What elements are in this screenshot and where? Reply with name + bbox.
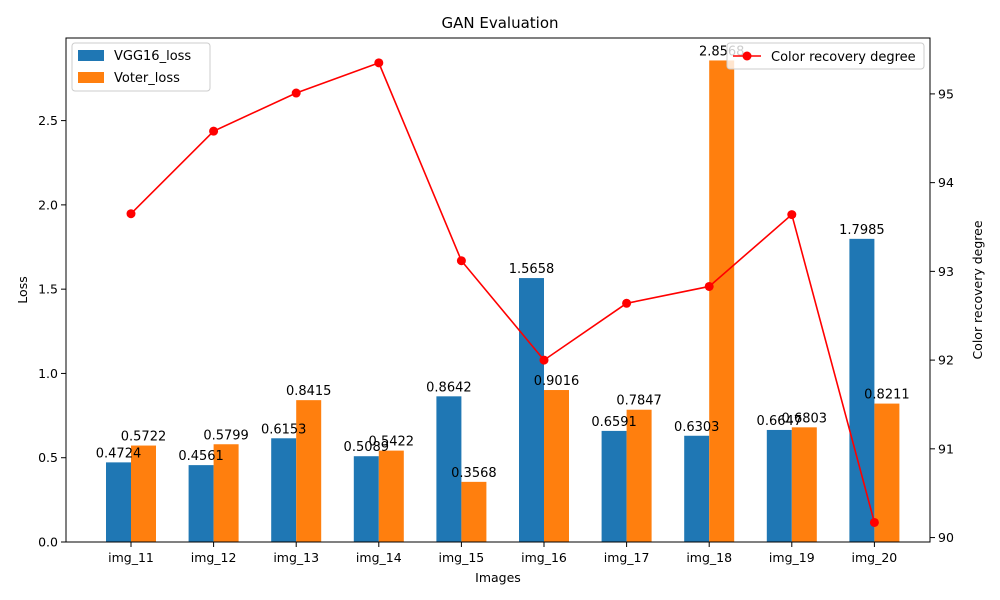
data-label-vgg16: 0.4561 xyxy=(178,449,224,464)
legend-swatch-voter xyxy=(78,72,104,83)
bar-vgg16 xyxy=(601,430,627,542)
line-color-recovery xyxy=(130,61,876,523)
point-color-recovery xyxy=(787,210,797,220)
x-tick-label: img_16 xyxy=(521,550,567,565)
bar-voter xyxy=(874,403,900,542)
bar-vgg16 xyxy=(353,456,379,542)
data-label-vgg16: 0.6153 xyxy=(261,422,307,437)
y2-tick-label: 90 xyxy=(938,530,954,545)
data-label-vgg16: 1.5658 xyxy=(509,262,555,277)
bar-vgg16 xyxy=(766,429,792,542)
bar-vgg16 xyxy=(849,238,875,542)
x-tick-label: img_15 xyxy=(439,550,485,565)
bar-voter xyxy=(544,390,569,542)
bar-vgg16 xyxy=(271,438,297,542)
point-color-recovery xyxy=(126,209,136,219)
data-label-vgg16: 0.8642 xyxy=(426,380,472,395)
data-label-vgg16: 1.7985 xyxy=(839,223,885,238)
point-color-recovery xyxy=(869,517,879,527)
bar-voter xyxy=(296,400,322,542)
legend-swatch-vgg16 xyxy=(78,50,104,61)
x-tick-label: img_13 xyxy=(273,550,319,565)
y-tick-label: 0.5 xyxy=(38,450,58,465)
data-label-voter: 0.7847 xyxy=(616,394,662,409)
bar-voter xyxy=(131,445,156,542)
bar-voter xyxy=(626,409,652,542)
data-label-vgg16: 0.5089 xyxy=(344,440,390,455)
data-label-voter: 0.8415 xyxy=(286,384,332,399)
x-tick-label: img_17 xyxy=(604,550,650,565)
data-label-vgg16: 0.4724 xyxy=(96,446,142,461)
point-color-recovery xyxy=(374,58,384,68)
data-label-vgg16: 0.6591 xyxy=(591,415,637,430)
y2-axis-label: Color recovery degree xyxy=(970,220,985,359)
y-tick-label: 2.5 xyxy=(38,113,58,128)
x-tick-label: img_18 xyxy=(686,550,732,565)
data-label-voter: 0.8211 xyxy=(864,388,910,403)
point-color-recovery xyxy=(291,88,301,98)
data-label-voter: 0.5722 xyxy=(121,430,167,445)
legend-label-vgg16: VGG16_loss xyxy=(114,49,191,64)
legend-line-box xyxy=(726,42,925,70)
y-tick-label: 1.0 xyxy=(38,366,58,381)
line-layer xyxy=(126,58,879,527)
x-tick-label: img_12 xyxy=(191,550,237,565)
data-label-voter: 0.5799 xyxy=(203,428,249,443)
data-label-voter: 0.6803 xyxy=(782,411,828,426)
data-label-voter: 0.9016 xyxy=(534,374,580,389)
legend-label-voter: Voter_loss xyxy=(114,71,180,86)
y2-tick-label: 94 xyxy=(938,175,954,190)
point-color-recovery xyxy=(209,126,219,136)
x-axis: img_11 img_12 img_13 img_14 img_15 img_16 img_… xyxy=(108,542,897,565)
data-label-voter: 0.5422 xyxy=(369,435,415,450)
x-tick-label: img_19 xyxy=(769,550,815,565)
y2-tick-label: 93 xyxy=(938,264,954,279)
y-axis-label: Loss xyxy=(15,276,30,303)
y-tick-label: 1.5 xyxy=(38,282,58,297)
legend-line: Color recovery degree xyxy=(726,42,925,70)
bar-voter xyxy=(213,444,239,542)
bar-vgg16 xyxy=(188,465,214,542)
point-color-recovery xyxy=(704,281,714,291)
data-label-voter: 0.3568 xyxy=(451,466,497,481)
point-color-recovery xyxy=(456,256,466,266)
plot-frame xyxy=(65,37,931,543)
y-tick-label: 2.0 xyxy=(38,197,58,212)
bar-voter xyxy=(461,481,487,542)
x-axis-label: Images xyxy=(475,570,521,585)
data-label-vgg16: 0.6647 xyxy=(757,414,803,429)
legend-label-color-recovery: Color recovery degree xyxy=(771,50,916,65)
legend-line-marker xyxy=(742,51,752,61)
legend-bars: VGG16_loss Voter_loss xyxy=(71,42,211,92)
point-color-recovery xyxy=(539,355,549,365)
bar-vgg16 xyxy=(106,462,131,542)
legend-bars-box xyxy=(71,42,211,92)
chart-title: GAN Evaluation xyxy=(441,14,558,32)
y-axis-left: 0.0 0.5 1.0 1.5 2.0 2.5 xyxy=(38,113,66,550)
bar-voter xyxy=(791,427,817,542)
x-tick-label: img_14 xyxy=(356,550,402,565)
point-color-recovery xyxy=(622,298,632,308)
bar-vgg16 xyxy=(684,435,710,542)
y-tick-label: 0.0 xyxy=(38,535,58,550)
x-tick-label: img_11 xyxy=(108,550,154,565)
y2-tick-label: 95 xyxy=(938,86,954,101)
bars-layer xyxy=(106,60,900,542)
bar-voter xyxy=(709,60,735,542)
y-axis-right: 90 91 92 93 94 95 xyxy=(930,86,954,545)
x-tick-label: img_20 xyxy=(852,550,898,565)
y2-tick-label: 92 xyxy=(938,353,954,368)
bar-voter xyxy=(378,450,404,542)
data-label-vgg16: 0.6303 xyxy=(674,420,720,435)
y2-tick-label: 91 xyxy=(938,441,954,456)
bar-vgg16 xyxy=(436,396,462,542)
bar-vgg16 xyxy=(519,278,544,542)
